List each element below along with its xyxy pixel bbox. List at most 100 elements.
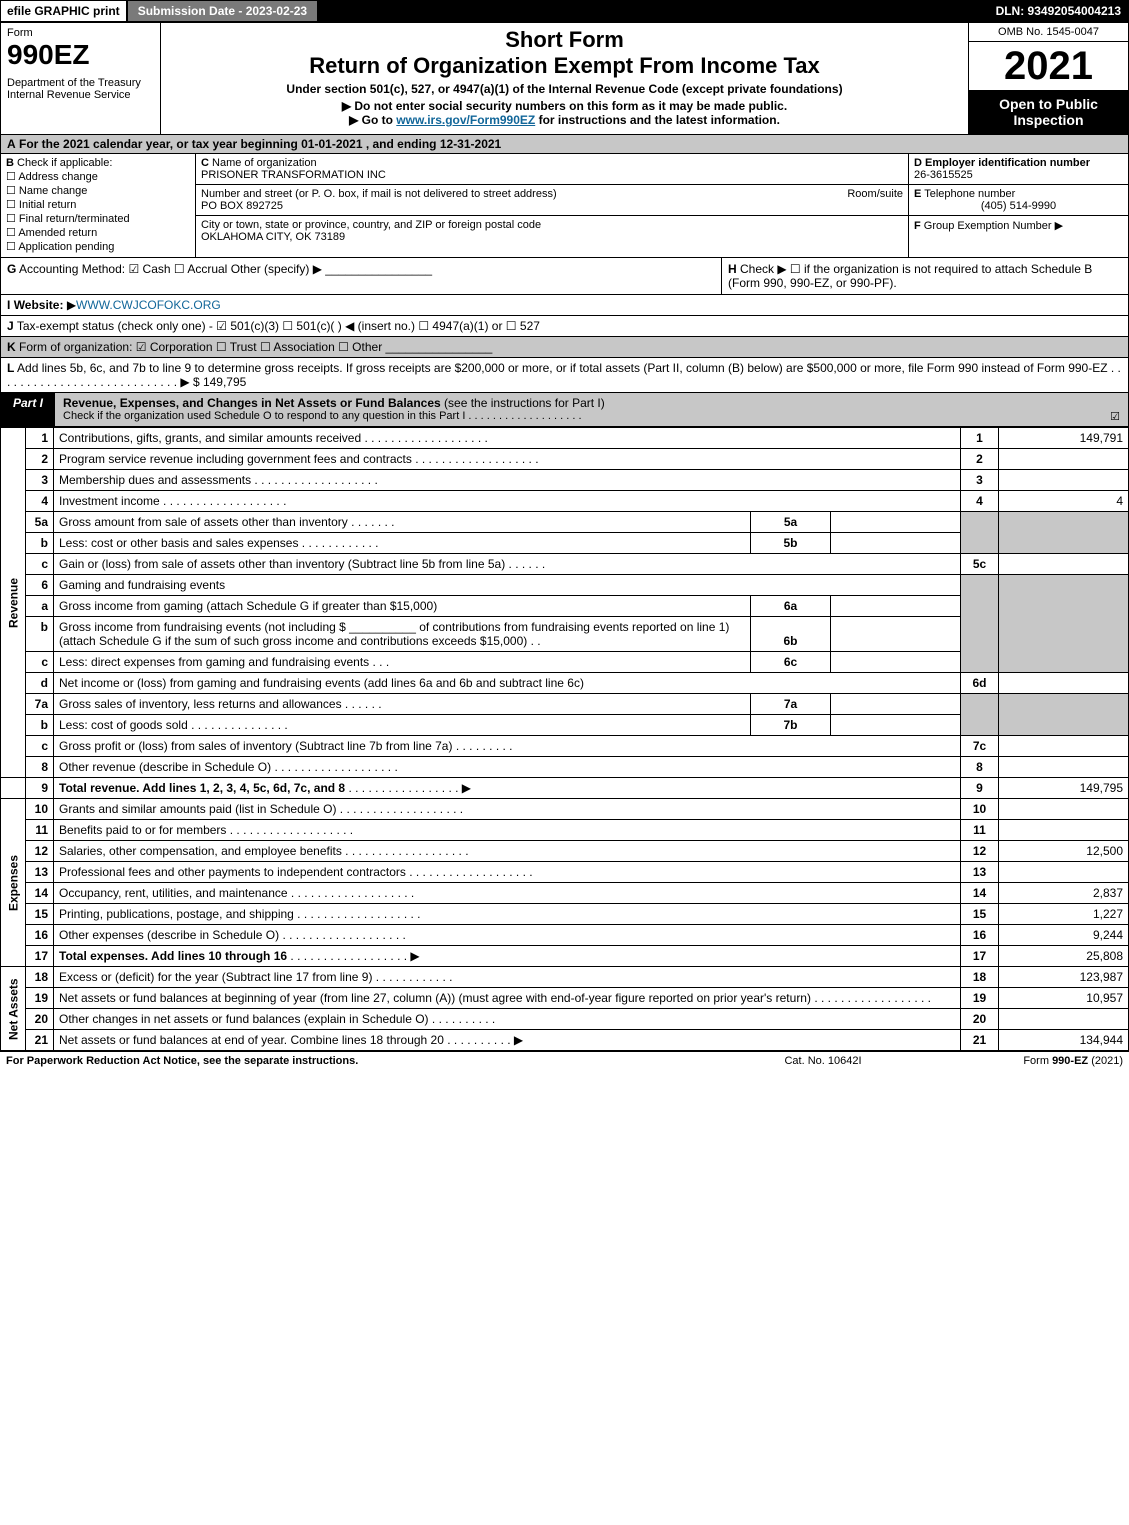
shade-cell xyxy=(961,512,999,554)
table-row: 20 Other changes in net assets or fund b… xyxy=(1,1009,1129,1030)
header-left: Form 990EZ Department of the Treasury In… xyxy=(1,23,161,134)
c-street-block: Number and street (or P. O. box, if mail… xyxy=(196,185,908,216)
line-amount xyxy=(999,757,1129,778)
table-row: c Less: direct expenses from gaming and … xyxy=(1,652,1129,673)
line-box: 5c xyxy=(961,554,999,575)
line-text: Investment income . . . . . . . . . . . … xyxy=(54,491,961,512)
line-text: Printing, publications, postage, and shi… xyxy=(54,904,961,925)
line-amount xyxy=(999,736,1129,757)
line-num: 4 xyxy=(26,491,54,512)
line-text: Occupancy, rent, utilities, and maintena… xyxy=(54,883,961,904)
header-right: OMB No. 1545-0047 2021 Open to Public In… xyxy=(968,23,1128,134)
line-box: 2 xyxy=(961,449,999,470)
inner-box: 5b xyxy=(751,533,831,554)
g-accrual[interactable]: Accrual xyxy=(174,262,227,276)
shade-cell xyxy=(961,575,999,673)
i-label: Website: xyxy=(14,298,64,312)
line-num: 13 xyxy=(26,862,54,883)
line-a-text: For the 2021 calendar year, or tax year … xyxy=(19,137,501,151)
line-num: 5a xyxy=(26,512,54,533)
inner-amount xyxy=(831,652,961,673)
part1-title: Revenue, Expenses, and Changes in Net As… xyxy=(63,396,441,410)
line-text: Net assets or fund balances at end of ye… xyxy=(54,1030,961,1051)
l-text: Add lines 5b, 6c, and 7b to line 9 to de… xyxy=(17,361,1108,375)
label-h: H xyxy=(728,262,737,276)
line-text: Less: direct expenses from gaming and fu… xyxy=(54,652,751,673)
website-link[interactable]: WWW.CWJCOFOKC.ORG xyxy=(76,298,221,312)
line-text: Gross sales of inventory, less returns a… xyxy=(54,694,751,715)
label-g: G xyxy=(7,262,16,276)
line-box: 4 xyxy=(961,491,999,512)
check-application-pending[interactable]: Application pending xyxy=(6,240,190,253)
line-num: d xyxy=(26,673,54,694)
page-footer: For Paperwork Reduction Act Notice, see … xyxy=(0,1051,1129,1070)
part1-sub: Check if the organization used Schedule … xyxy=(63,410,1120,422)
check-address-change[interactable]: Address change xyxy=(6,170,190,183)
inner-amount xyxy=(831,533,961,554)
h-block: H Check ▶ ☐ if the organization is not r… xyxy=(721,258,1128,294)
c-label: Name of organization xyxy=(212,157,317,169)
line-amount: 12,500 xyxy=(999,841,1129,862)
d-label: Employer identification number xyxy=(925,157,1090,169)
line-box: 6d xyxy=(961,673,999,694)
line-amount: 1,227 xyxy=(999,904,1129,925)
table-row: 13 Professional fees and other payments … xyxy=(1,862,1129,883)
g-cash[interactable]: Cash xyxy=(128,262,170,276)
line-box: 16 xyxy=(961,925,999,946)
line-text: Membership dues and assessments . . . . … xyxy=(54,470,961,491)
label-e: E xyxy=(914,188,921,200)
table-row: 2 Program service revenue including gove… xyxy=(1,449,1129,470)
line-amount xyxy=(999,554,1129,575)
line-num: 15 xyxy=(26,904,54,925)
goto-link[interactable]: www.irs.gov/Form990EZ xyxy=(396,113,535,127)
line-num: 21 xyxy=(26,1030,54,1051)
table-row: b Gross income from fundraising events (… xyxy=(1,617,1129,652)
line-amount xyxy=(999,470,1129,491)
check-name-change[interactable]: Name change xyxy=(6,184,190,197)
goto-prefix: Go to xyxy=(362,113,393,127)
line-num: 17 xyxy=(26,946,54,967)
line-num: 18 xyxy=(26,967,54,988)
label-c: C xyxy=(201,157,209,169)
goto-tail: for instructions and the latest informat… xyxy=(539,113,780,127)
table-row: Expenses 10 Grants and similar amounts p… xyxy=(1,799,1129,820)
label-f: F xyxy=(914,220,921,232)
shade-cell xyxy=(999,694,1129,736)
line-amount xyxy=(999,820,1129,841)
line-a: A For the 2021 calendar year, or tax yea… xyxy=(0,135,1129,154)
top-bar: efile GRAPHIC print Submission Date - 20… xyxy=(0,0,1129,22)
sidelabel-revenue: Revenue xyxy=(1,428,26,778)
line-num: 19 xyxy=(26,988,54,1009)
check-amended-return[interactable]: Amended return xyxy=(6,226,190,239)
section-bcdef: B Check if applicable: Address change Na… xyxy=(0,154,1129,258)
sidelabel-net-assets: Net Assets xyxy=(1,967,26,1051)
header-mid: Short Form Return of Organization Exempt… xyxy=(161,23,968,134)
check-final-return[interactable]: Final return/terminated xyxy=(6,212,190,225)
g-other[interactable]: Other (specify) xyxy=(231,262,310,276)
line-box: 19 xyxy=(961,988,999,1009)
inner-amount xyxy=(831,694,961,715)
form-word: Form xyxy=(7,27,154,39)
col-c: C Name of organization PRISONER TRANSFOR… xyxy=(196,154,908,257)
line-num: b xyxy=(26,617,54,652)
table-row: 14 Occupancy, rent, utilities, and maint… xyxy=(1,883,1129,904)
line-box: 7c xyxy=(961,736,999,757)
line-num: 12 xyxy=(26,841,54,862)
line-num: 3 xyxy=(26,470,54,491)
line-text: Other changes in net assets or fund bala… xyxy=(54,1009,961,1030)
sidelabel-expenses: Expenses xyxy=(1,799,26,967)
line-num: 9 xyxy=(26,778,54,799)
efile-label: efile GRAPHIC print xyxy=(0,0,127,22)
line-text: Gross income from gaming (attach Schedul… xyxy=(54,596,751,617)
inner-box: 7b xyxy=(751,715,831,736)
goto-line: Go to www.irs.gov/Form990EZ for instruct… xyxy=(167,113,962,127)
l-amount: $ 149,795 xyxy=(193,375,246,389)
org-name: PRISONER TRANSFORMATION INC xyxy=(201,169,386,181)
table-row: 16 Other expenses (describe in Schedule … xyxy=(1,925,1129,946)
line-num: 1 xyxy=(26,428,54,449)
inner-box: 7a xyxy=(751,694,831,715)
table-row: 11 Benefits paid to or for members . . .… xyxy=(1,820,1129,841)
table-row: Net Assets 18 Excess or (deficit) for th… xyxy=(1,967,1129,988)
line-box: 8 xyxy=(961,757,999,778)
check-initial-return[interactable]: Initial return xyxy=(6,198,190,211)
